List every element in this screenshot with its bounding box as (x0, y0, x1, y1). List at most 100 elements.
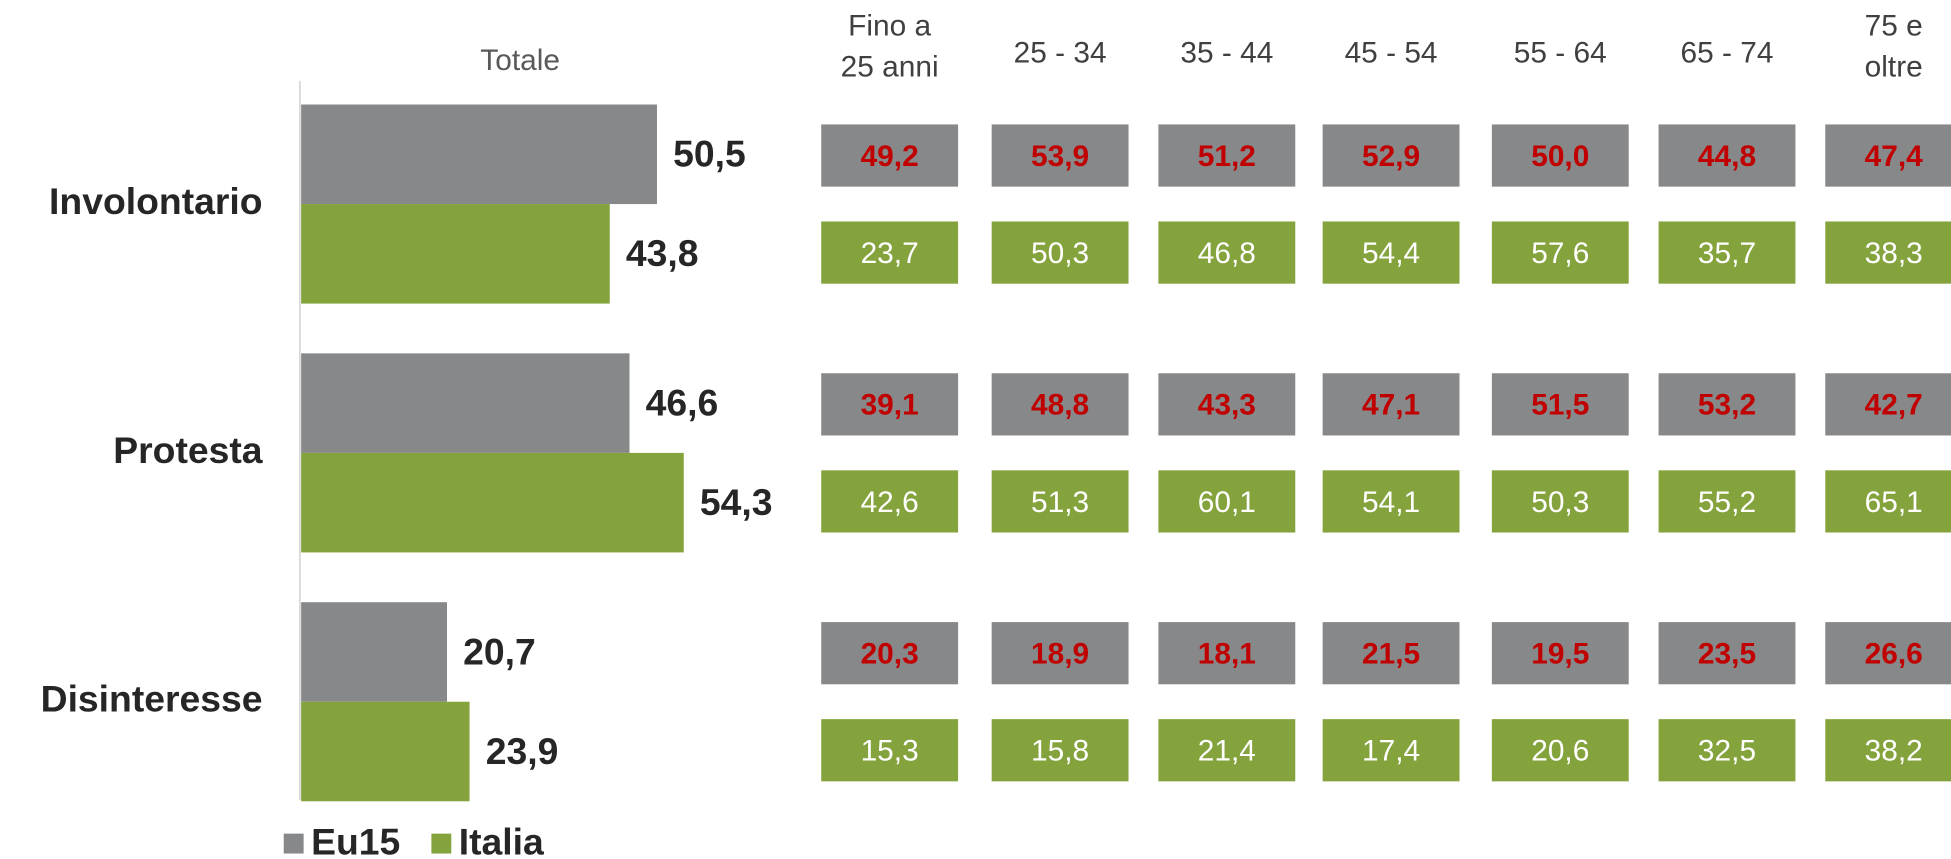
table-value: 18,1 (1198, 638, 1256, 671)
table-cell (1658, 622, 1796, 685)
table-cell (1491, 719, 1629, 782)
table-value: 50,3 (1531, 486, 1589, 519)
table-cell (821, 373, 959, 436)
table-cell (1322, 124, 1460, 187)
table-value: 55,2 (1698, 486, 1756, 519)
table-cell (1658, 221, 1796, 284)
table-value: 53,9 (1031, 140, 1089, 173)
table-cell (1322, 622, 1460, 685)
table-cell (1322, 719, 1460, 782)
table-cell (1825, 221, 1951, 284)
table-value: 21,4 (1198, 735, 1256, 768)
column-header: 65 - 74 (1681, 37, 1774, 70)
table-cell (821, 622, 959, 685)
legend-swatch (283, 833, 304, 854)
value-label: 20,7 (463, 630, 536, 672)
table-cell (1322, 373, 1460, 436)
table-cell (1658, 719, 1796, 782)
table-cell (1825, 622, 1951, 685)
table-value: 65,1 (1865, 486, 1923, 519)
table-value: 49,2 (861, 140, 919, 173)
value-label: 46,6 (646, 381, 719, 423)
table-value: 46,8 (1198, 237, 1256, 270)
table-value: 15,3 (861, 735, 919, 768)
category-label: Protesta (113, 429, 263, 471)
table-cell (991, 622, 1129, 685)
table-cell (1491, 124, 1629, 187)
table-cell (1825, 373, 1951, 436)
table-value: 21,5 (1362, 638, 1420, 671)
table-cell (1825, 470, 1951, 533)
column-header: 45 - 54 (1345, 37, 1438, 70)
table-cell (1825, 719, 1951, 782)
table-value: 51,2 (1198, 140, 1256, 173)
bar (301, 204, 610, 304)
column-header: 55 - 64 (1514, 37, 1607, 70)
table-value: 19,5 (1531, 638, 1589, 671)
column-header: 75 e (1865, 9, 1923, 42)
value-label: 43,8 (626, 232, 699, 274)
table-value: 54,1 (1362, 486, 1420, 519)
table-value: 39,1 (861, 389, 919, 422)
table-value: 50,3 (1031, 237, 1089, 270)
value-label: 50,5 (673, 133, 746, 175)
table-value: 35,7 (1698, 237, 1756, 270)
table-cell (1158, 124, 1296, 187)
bar (301, 452, 684, 553)
legend-label: Eu15 (311, 821, 400, 859)
bar (301, 701, 470, 802)
table-value: 17,4 (1362, 735, 1420, 768)
table-value: 23,5 (1698, 638, 1756, 671)
table-value: 44,8 (1698, 140, 1756, 173)
column-header: 25 - 34 (1014, 37, 1107, 70)
table-cell (1158, 373, 1296, 436)
table-value: 18,9 (1031, 638, 1089, 671)
table-value: 15,8 (1031, 735, 1089, 768)
bar (301, 104, 657, 205)
legend-swatch (431, 833, 452, 854)
table-cell (1491, 373, 1629, 436)
table-value: 20,3 (861, 638, 919, 671)
table-value: 38,2 (1865, 735, 1923, 768)
column-header: oltre (1865, 50, 1923, 83)
table-value: 43,3 (1198, 389, 1256, 422)
table-value: 51,3 (1031, 486, 1089, 519)
table-cell (1491, 221, 1629, 284)
bar (301, 353, 630, 453)
value-label: 54,3 (700, 481, 773, 523)
table-value: 48,8 (1031, 389, 1089, 422)
table-cell (991, 719, 1129, 782)
table-value: 47,1 (1362, 389, 1420, 422)
table-value: 32,5 (1698, 735, 1756, 768)
table-value: 20,6 (1531, 735, 1589, 768)
table-cell (1158, 622, 1296, 685)
table-cell (991, 124, 1129, 187)
table-value: 26,6 (1865, 638, 1923, 671)
column-header: 25 anni (841, 50, 939, 83)
value-label: 23,9 (486, 730, 559, 772)
table-cell (821, 221, 959, 284)
table-value: 42,6 (861, 486, 919, 519)
table-value: 42,7 (1865, 389, 1923, 422)
table-value: 38,3 (1865, 237, 1923, 270)
table-cell (991, 373, 1129, 436)
table-cell (821, 124, 959, 187)
table-cell (1491, 470, 1629, 533)
table-cell (1658, 124, 1796, 187)
legend-label: Italia (459, 821, 544, 859)
bar (301, 602, 448, 702)
table-cell (991, 470, 1129, 533)
table-cell (1322, 221, 1460, 284)
table-cell (1158, 719, 1296, 782)
category-label: Disinteresse (41, 678, 263, 720)
table-cell (821, 470, 959, 533)
table-value: 60,1 (1198, 486, 1256, 519)
column-title: Totale (480, 44, 560, 77)
column-header: 35 - 44 (1180, 37, 1273, 70)
table-cell (1158, 221, 1296, 284)
table-value: 50,0 (1531, 140, 1589, 173)
category-label: Involontario (49, 180, 263, 222)
table-value: 23,7 (861, 237, 919, 270)
